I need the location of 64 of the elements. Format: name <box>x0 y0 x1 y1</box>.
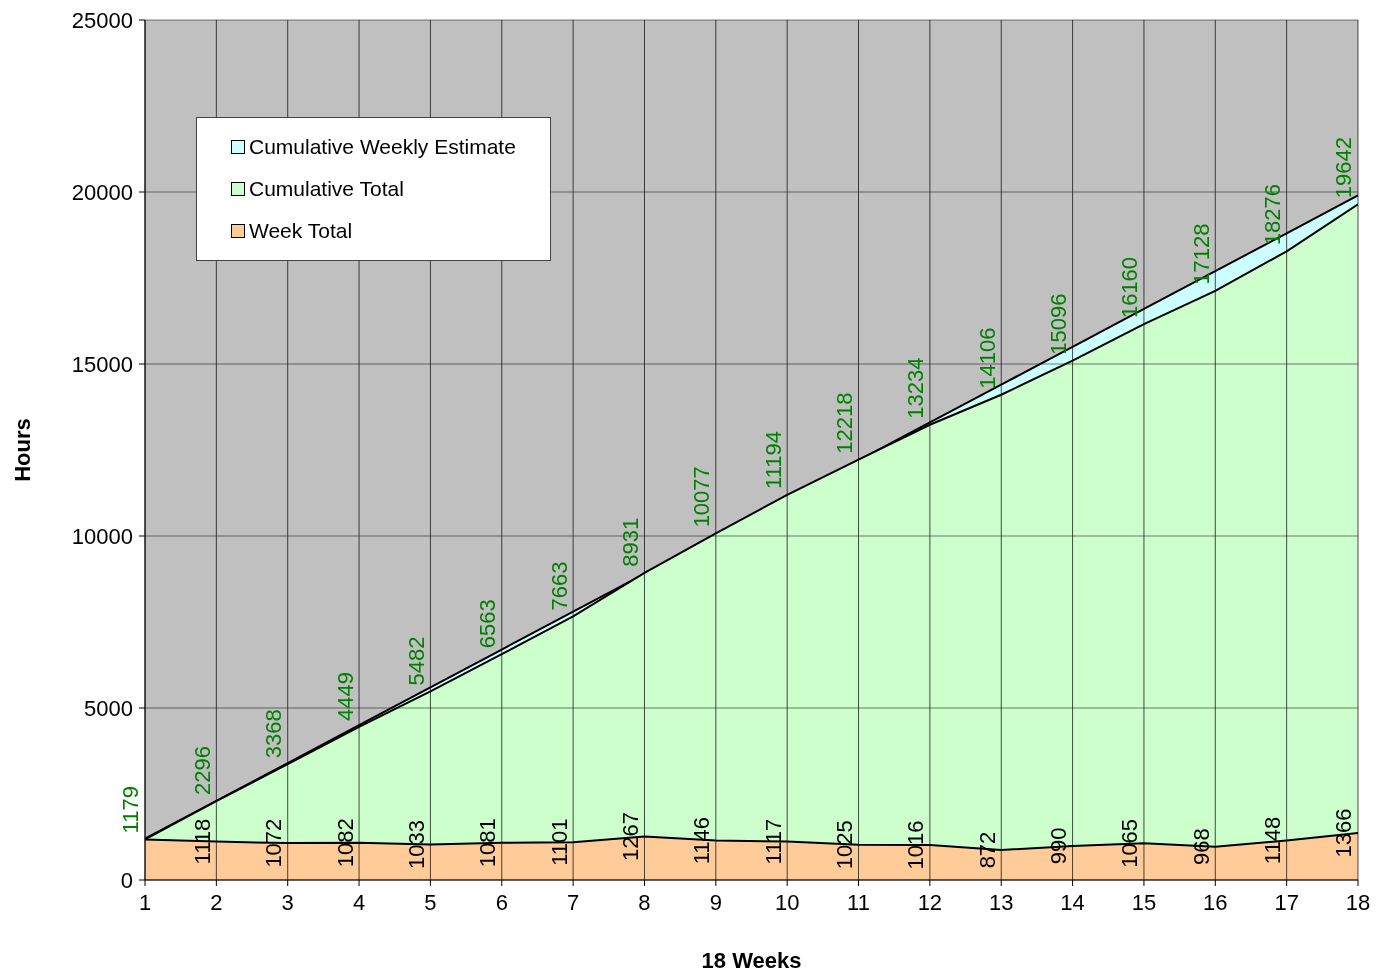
data-label: 16160 <box>1117 256 1143 319</box>
y-tick-label: 10000 <box>71 523 133 549</box>
data-label: 17128 <box>1188 223 1214 285</box>
x-tick-label: 18 <box>1345 889 1371 915</box>
data-label: 4449 <box>332 672 358 721</box>
x-tick-label: 17 <box>1274 889 1299 915</box>
data-label: 13234 <box>903 357 929 419</box>
x-tick-label: 14 <box>1060 889 1085 915</box>
x-tick-label: 15 <box>1131 889 1157 915</box>
x-axis-title: 18 Weeks <box>701 948 802 973</box>
data-label: 1081 <box>475 818 501 868</box>
x-tick-label: 1 <box>138 889 152 915</box>
data-label: 1179 <box>118 786 144 834</box>
data-label: 1117 <box>760 818 786 865</box>
data-label: 1146 <box>689 816 715 865</box>
data-label: 1148 <box>1260 816 1286 865</box>
x-tick-label: 13 <box>988 889 1014 915</box>
data-label: 11194 <box>760 431 786 489</box>
data-label: 2296 <box>189 746 215 796</box>
data-label: 8931 <box>617 517 643 567</box>
x-tick-label: 16 <box>1203 889 1228 915</box>
x-tick-label: 12 <box>917 889 943 915</box>
data-label: 1118 <box>189 818 215 865</box>
y-tick-label: 15000 <box>71 351 133 377</box>
data-label: 18276 <box>1260 184 1286 246</box>
data-label: 1082 <box>332 818 358 868</box>
y-tick-label: 0 <box>120 867 133 893</box>
data-label: 1267 <box>617 811 643 861</box>
data-label: 12218 <box>832 392 858 454</box>
data-label: 6563 <box>475 599 501 649</box>
data-label: 3368 <box>261 709 287 759</box>
data-label: 7663 <box>546 561 572 611</box>
y-tick-label: 20000 <box>71 179 133 205</box>
x-tick-label: 5 <box>424 889 437 915</box>
data-label: 10077 <box>689 466 715 528</box>
data-label: 968 <box>1188 828 1214 866</box>
x-tick-label: 11 <box>847 889 870 915</box>
data-label: 14106 <box>974 327 1000 389</box>
x-tick-label: 2 <box>210 889 223 915</box>
legend-label: Cumulative Total <box>249 176 404 202</box>
data-label: 15096 <box>1046 293 1072 355</box>
data-label: 1072 <box>261 818 287 868</box>
data-label: 19642 <box>1331 137 1357 199</box>
y-tick-label: 5000 <box>84 695 133 721</box>
legend-label: Cumulative Weekly Estimate <box>249 134 516 160</box>
data-label: 1101 <box>546 818 572 866</box>
x-tick-label: 3 <box>281 889 294 915</box>
data-label: 5482 <box>403 636 429 686</box>
x-tick-label: 8 <box>638 889 651 915</box>
data-label: 1025 <box>832 820 858 870</box>
y-axis-title: Hours <box>9 418 35 482</box>
y-tick-label: 25000 <box>71 7 133 33</box>
x-tick-label: 10 <box>774 889 800 915</box>
data-label: 990 <box>1046 827 1072 865</box>
x-tick-label: 4 <box>352 889 366 915</box>
data-label: 1016 <box>903 820 929 870</box>
legend-label: Week Total <box>249 218 353 244</box>
x-tick-label: 7 <box>566 889 580 915</box>
x-tick-label: 9 <box>709 889 722 915</box>
data-label: 872 <box>974 831 1000 869</box>
data-label: 1065 <box>1117 818 1143 868</box>
x-tick-label: 6 <box>495 889 508 915</box>
data-label: 1366 <box>1331 808 1357 858</box>
data-label: 1033 <box>403 819 429 869</box>
